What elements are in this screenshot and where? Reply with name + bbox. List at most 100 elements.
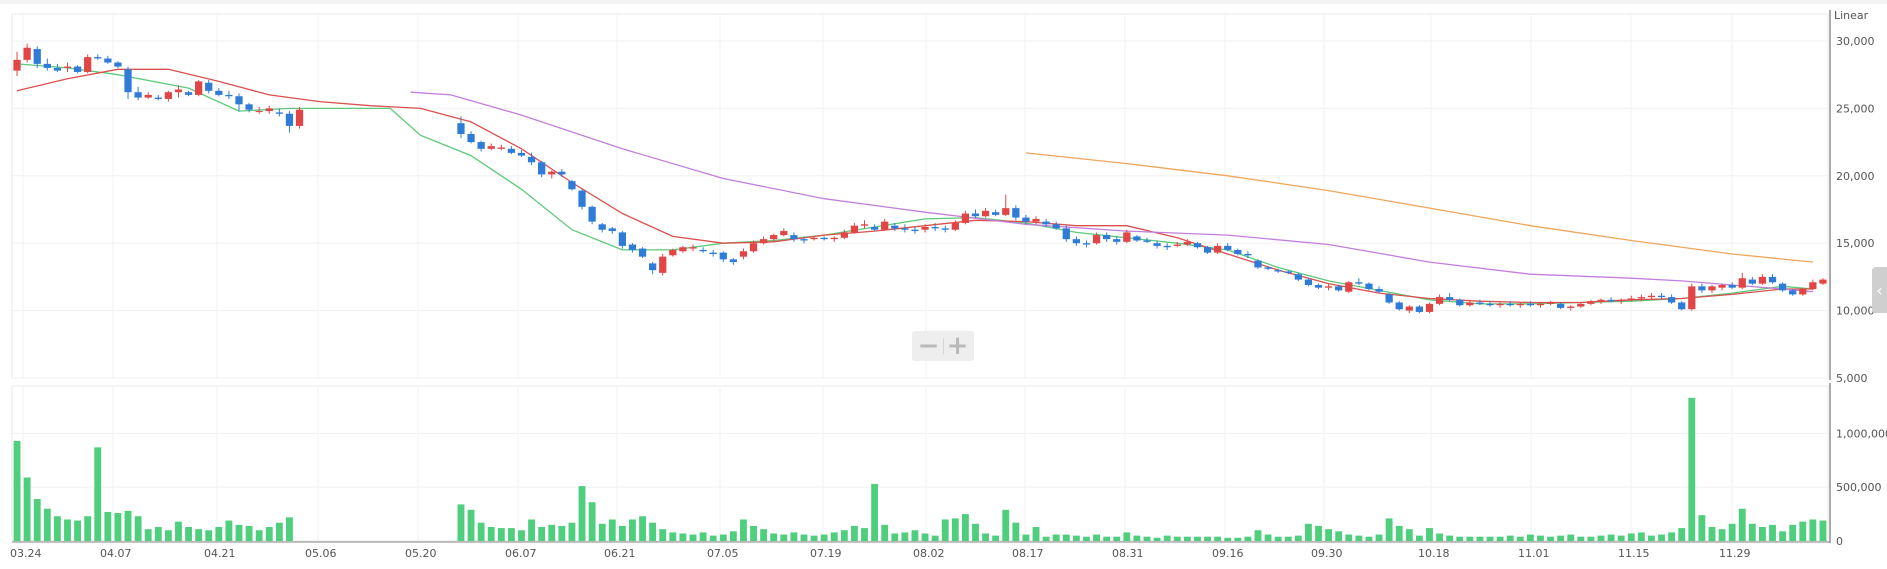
candle <box>1456 298 1464 307</box>
candle <box>84 54 92 74</box>
candle-body <box>13 59 21 71</box>
volume-bar <box>1415 535 1423 541</box>
volume-bar <box>830 532 838 541</box>
volume-bar <box>770 533 778 541</box>
candle <box>790 232 798 242</box>
volume-bar <box>154 527 162 541</box>
scale-label[interactable]: Linear <box>1834 9 1869 22</box>
minus-icon[interactable]: − <box>917 331 940 361</box>
candle <box>104 55 112 64</box>
volume-bar <box>1526 534 1534 541</box>
candle <box>820 236 828 241</box>
candle-body <box>1627 298 1635 300</box>
volume-bar <box>1718 529 1726 541</box>
candle-body <box>679 247 687 252</box>
volume-bar <box>1648 535 1655 541</box>
candle <box>1496 302 1504 308</box>
candle <box>1698 283 1706 294</box>
candle <box>1213 243 1222 254</box>
volume-bar <box>1385 518 1393 541</box>
price-grid <box>11 13 1829 379</box>
candle <box>1678 301 1686 311</box>
candle <box>870 224 879 232</box>
candle-body <box>1163 245 1171 248</box>
volume-bar <box>286 517 293 541</box>
candle <box>1738 272 1746 290</box>
volume-bar <box>1194 536 1201 541</box>
chevron-left-icon[interactable]: ‹ <box>1872 267 1887 313</box>
candle-body <box>73 66 82 72</box>
candle-body <box>43 63 51 68</box>
volume-bar <box>1234 537 1242 541</box>
volume-bar <box>94 447 102 541</box>
candle <box>1617 298 1625 304</box>
candle <box>154 94 162 101</box>
candle <box>739 248 748 260</box>
candle <box>669 248 677 257</box>
candle <box>921 224 929 233</box>
candle-body <box>114 62 122 67</box>
candle-body <box>1062 228 1070 240</box>
candle <box>114 61 122 68</box>
volume-bar <box>538 527 546 541</box>
volume-bar <box>104 511 112 541</box>
candle-body <box>1335 286 1343 291</box>
candle <box>840 229 848 240</box>
candle <box>951 220 959 232</box>
volume-bar <box>1042 536 1050 541</box>
candle-body <box>1647 295 1656 298</box>
candle-body <box>1708 286 1716 291</box>
candle-body <box>1324 286 1333 288</box>
volume-bar <box>1052 534 1060 541</box>
volume-bar <box>1738 508 1746 541</box>
candle <box>1254 259 1262 269</box>
volume-bar <box>1204 536 1211 541</box>
candle-body <box>527 156 536 163</box>
volume-bar <box>639 516 646 541</box>
candle <box>1506 301 1514 307</box>
candle-body <box>84 57 92 72</box>
candle <box>578 189 586 210</box>
candle-body <box>195 81 203 95</box>
volume-bar <box>840 530 848 541</box>
date-tick-label: 05.20 <box>405 547 437 560</box>
candle-body <box>1345 282 1353 292</box>
candle-body <box>1183 241 1191 245</box>
volume-bar <box>1436 533 1444 541</box>
volume-bar <box>618 525 626 541</box>
volume-bar <box>992 535 1000 541</box>
candle-body <box>1405 306 1413 311</box>
candle <box>205 80 213 94</box>
candle <box>1173 241 1181 248</box>
candle <box>1466 299 1474 307</box>
volume-bar <box>850 525 858 541</box>
candle <box>1577 302 1585 308</box>
candle <box>477 140 485 152</box>
candle-body <box>1002 208 1010 215</box>
volume-bar <box>1456 536 1464 541</box>
volume-bar <box>649 522 657 541</box>
price-tick-label: 20,000 <box>1836 170 1875 183</box>
volume-bar <box>1083 536 1090 541</box>
candle <box>689 244 697 252</box>
plus-icon[interactable]: + <box>946 331 969 361</box>
candle-body <box>1375 289 1383 292</box>
candle-body <box>1778 283 1787 291</box>
candle-body <box>1052 224 1060 229</box>
volume-bar <box>629 519 636 541</box>
candle <box>1335 284 1343 292</box>
volume-bar <box>124 510 132 541</box>
candle <box>1032 216 1040 225</box>
candle-body <box>992 212 1000 215</box>
candle <box>1264 266 1272 271</box>
moving-average-line-4 <box>1025 152 1813 263</box>
candle-body <box>1718 284 1726 288</box>
volume-bar <box>1062 534 1070 541</box>
volume-bar <box>719 534 727 541</box>
volume-bar <box>1708 527 1716 541</box>
candle <box>1476 299 1484 306</box>
candle <box>699 247 707 253</box>
candle <box>558 169 566 178</box>
candle <box>941 225 949 233</box>
date-tick-label: 11.15 <box>1618 547 1650 560</box>
